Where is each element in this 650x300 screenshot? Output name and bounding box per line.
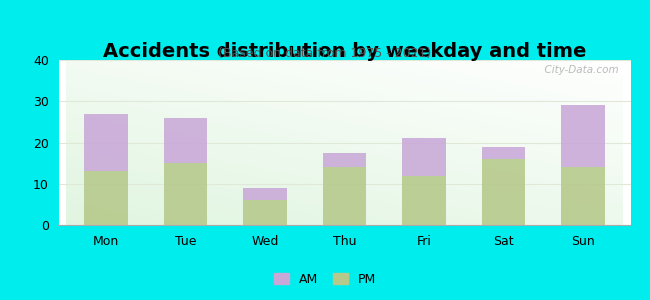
Legend: AM, PM: AM, PM bbox=[268, 268, 382, 291]
Bar bbox=[164, 163, 207, 225]
Bar bbox=[402, 176, 446, 225]
Bar bbox=[84, 114, 128, 171]
Bar bbox=[322, 153, 367, 167]
Bar bbox=[243, 200, 287, 225]
Bar bbox=[402, 138, 446, 176]
Bar bbox=[482, 147, 525, 159]
Bar bbox=[243, 188, 287, 200]
Bar bbox=[322, 167, 367, 225]
Title: Accidents distribution by weekday and time: Accidents distribution by weekday and ti… bbox=[103, 42, 586, 61]
Bar bbox=[164, 118, 207, 163]
Bar bbox=[561, 105, 605, 167]
Text: City-Data.com: City-Data.com bbox=[538, 65, 619, 75]
Bar bbox=[482, 159, 525, 225]
Bar bbox=[84, 171, 128, 225]
Text: (Based on data from 1975 - 2021): (Based on data from 1975 - 2021) bbox=[218, 46, 432, 59]
Bar bbox=[561, 167, 605, 225]
